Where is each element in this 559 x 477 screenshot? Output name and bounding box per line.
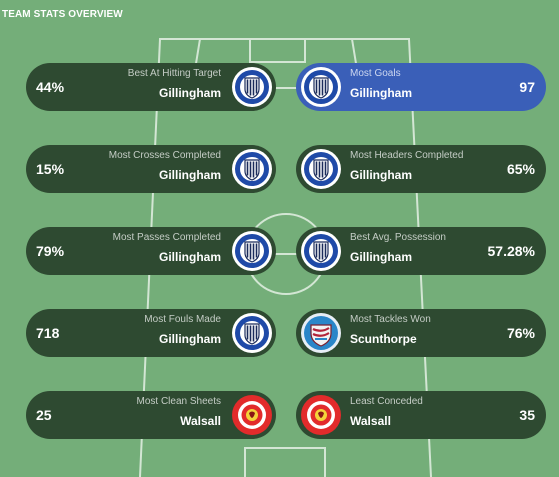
stat-category: Best At Hitting Target [127,68,221,79]
stat-card-best-avg-possession[interactable]: Best Avg. Possession Gillingham 57.28% [296,227,546,275]
stat-value: 97 [519,79,535,95]
gillingham-crest-icon[interactable] [301,67,341,107]
scunthorpe-crest-icon[interactable] [301,313,341,353]
stat-team: Gillingham [158,250,221,264]
stat-category: Most Passes Completed [112,232,221,243]
stat-card-most-headers-completed[interactable]: Most Headers Completed Gillingham 65% [296,145,546,193]
stat-team: Walsall [180,414,221,428]
stat-category: Most Fouls Made [144,314,221,325]
gillingham-crest-icon[interactable] [232,231,272,271]
stat-category: Best Avg. Possession [350,232,446,243]
gillingham-crest-icon[interactable] [232,149,272,189]
stat-card-best-at-hitting-target[interactable]: 44% Best At Hitting Target Gillingham [26,63,276,111]
stat-value: 76% [506,325,535,341]
stat-team: Gillingham [158,168,221,182]
stat-card-most-goals[interactable]: Most Goals Gillingham 97 [296,63,546,111]
stat-value: 65% [506,161,535,177]
walsall-crest-icon[interactable] [301,395,341,435]
gillingham-crest-icon[interactable] [232,313,272,353]
stat-team: Gillingham [350,168,413,182]
stat-category: Most Tackles Won [350,314,431,325]
stat-value: 15% [36,161,65,177]
stat-value: 44% [36,79,65,95]
walsall-crest-icon[interactable] [232,395,272,435]
stat-team: Scunthorpe [350,332,417,346]
stat-team: Gillingham [158,86,221,100]
stat-card-most-passes-completed[interactable]: 79% Most Passes Completed Gillingham [26,227,276,275]
page-title: TEAM STATS OVERVIEW [2,9,123,20]
stat-team: Gillingham [158,332,221,346]
stat-team: Gillingham [350,86,413,100]
gillingham-crest-icon[interactable] [232,67,272,107]
stat-category: Most Goals [350,68,401,79]
stat-category: Most Headers Completed [350,150,464,161]
stat-value: 35 [519,407,535,423]
stat-value: 79% [36,243,65,259]
stat-value: 57.28% [487,243,535,259]
stat-value: 718 [36,325,60,341]
stat-card-most-tackles-won[interactable]: Most Tackles Won Scunthorpe 76% [296,309,546,357]
gillingham-crest-icon[interactable] [301,231,341,271]
stat-value: 25 [36,407,52,423]
stat-category: Least Conceded [350,396,423,407]
stat-team: Gillingham [350,250,413,264]
gillingham-crest-icon[interactable] [301,149,341,189]
stat-category: Most Clean Sheets [136,396,222,407]
stat-card-most-crosses-completed[interactable]: 15% Most Crosses Completed Gillingham [26,145,276,193]
stat-card-most-fouls-made[interactable]: 718 Most Fouls Made Gillingham [26,309,276,357]
stat-team: Walsall [350,414,391,428]
stat-card-least-conceded[interactable]: Least Conceded Walsall 35 [296,391,546,439]
stat-category: Most Crosses Completed [108,150,221,161]
stat-card-most-clean-sheets[interactable]: 25 Most Clean Sheets Walsall [26,391,276,439]
